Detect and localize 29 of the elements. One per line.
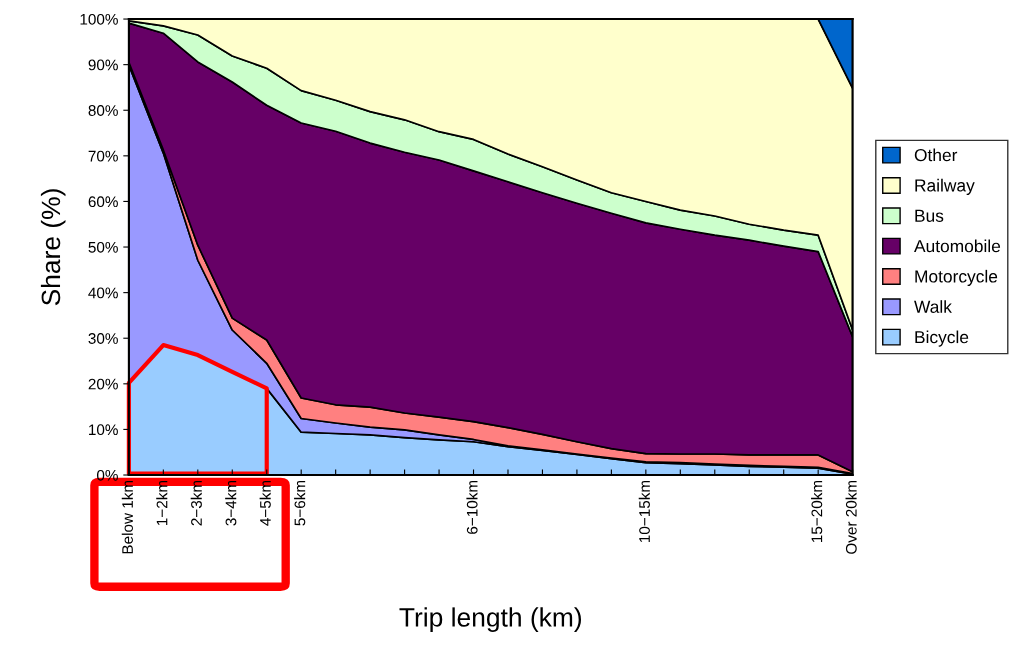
y-tick-label: 80%: [88, 105, 118, 116]
x-tick-label: 2−3km: [190, 480, 202, 526]
x-tick-label: 5−6km: [294, 480, 306, 526]
y-tick-label: 30%: [88, 333, 118, 344]
legend-label: Railway: [915, 178, 975, 196]
y-tick-label: 90%: [88, 59, 118, 71]
x-tick-label: 10−15km: [638, 480, 650, 542]
y-tick-label: 100%: [80, 13, 118, 25]
x-tick-label: Over 20km: [845, 480, 857, 554]
x-tick-label: Below 1km: [121, 480, 133, 554]
x-tick-label: 3−4km: [225, 480, 237, 526]
y-tick-label: 70%: [88, 150, 118, 162]
y-tick-label: 50%: [88, 241, 118, 253]
x-tick-label: 15−20km: [811, 480, 823, 542]
legend-label: Automobile: [914, 239, 1001, 253]
y-tick-label: 60%: [88, 196, 118, 208]
legend-label: Walk: [914, 300, 952, 313]
x-tick-label: 6−10km: [466, 480, 478, 534]
x-axis-title: Trip length (km): [399, 607, 582, 632]
y-tick-label: 10%: [89, 424, 118, 436]
x-tick-label: 4−5km: [259, 480, 271, 526]
legend-label: Motorcycle: [915, 269, 998, 287]
y-tick-label: 20%: [88, 378, 118, 390]
legend-label: Bicycle: [915, 330, 969, 347]
legend-label: Bus: [915, 209, 944, 222]
x-tick-label: 1−2km: [156, 480, 168, 525]
legend-label: Other: [914, 148, 958, 162]
y-axis-title: Share (%): [40, 189, 66, 306]
y-tick-label: 40%: [88, 287, 118, 299]
